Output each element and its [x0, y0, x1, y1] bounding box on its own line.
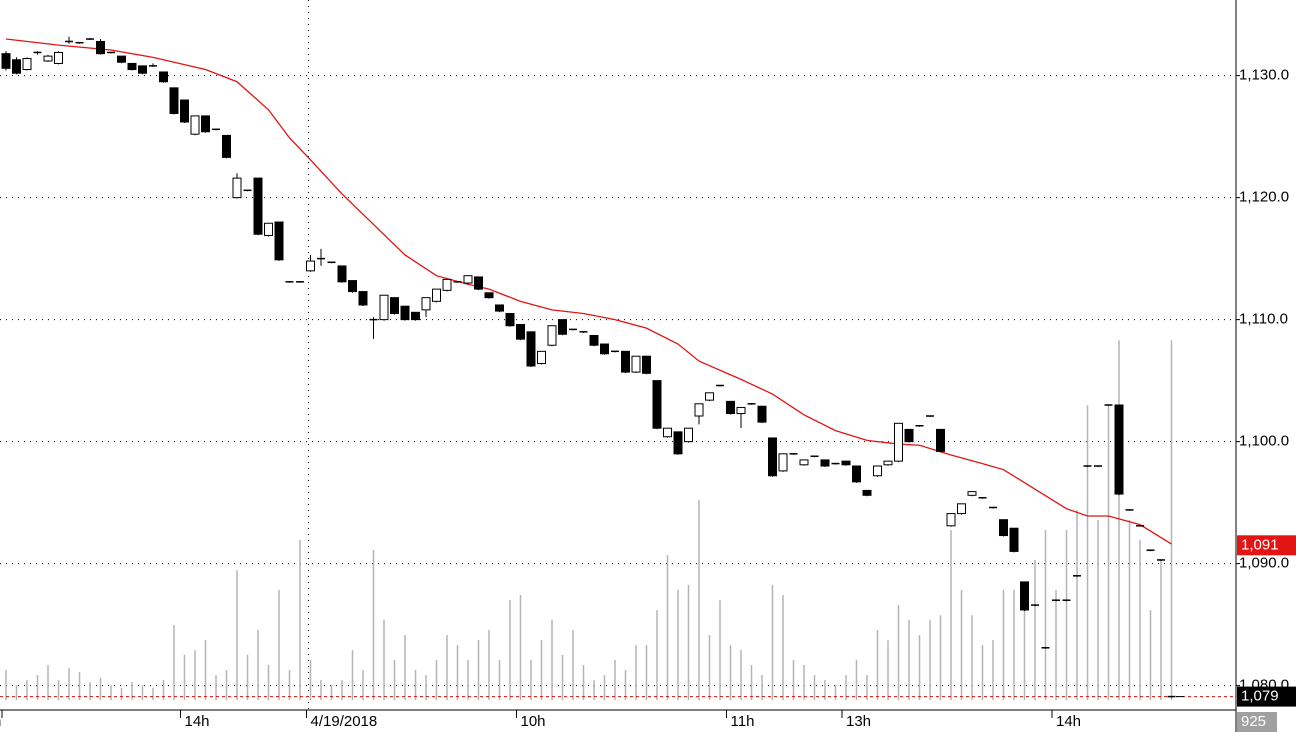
- candle-body: [96, 40, 105, 55]
- candle-body: [138, 65, 147, 74]
- candle-body: [390, 297, 399, 315]
- candle-body: [358, 291, 368, 306]
- candle-body: [904, 428, 914, 443]
- candle-body: [190, 115, 200, 135]
- candle-body: [946, 513, 956, 527]
- candle-body: [348, 280, 357, 293]
- candle-body: [43, 55, 53, 62]
- candle-body: [253, 177, 263, 235]
- candle-body: [400, 305, 410, 321]
- candle-body: [484, 292, 494, 299]
- volume-last-box: [1237, 712, 1277, 732]
- candle-body: [1020, 581, 1029, 611]
- candle-body: [684, 427, 693, 443]
- candle-body: [757, 405, 767, 423]
- candle-body: [589, 334, 599, 346]
- x-tick-label: 14h: [185, 713, 210, 730]
- candle-body: [526, 331, 536, 367]
- candle-body: [862, 489, 872, 496]
- ma-last-label: 1,091: [1241, 536, 1279, 553]
- candle-body: [274, 221, 284, 261]
- x-tick-label: 10h: [521, 713, 546, 730]
- candle-body: [432, 288, 441, 302]
- candle-body: [631, 355, 641, 373]
- candle-body: [222, 134, 231, 158]
- x-tick-label: 11h: [731, 713, 755, 730]
- candle-body: [180, 99, 189, 123]
- x-tick-label: 13h: [846, 713, 871, 730]
- candle-body: [421, 297, 431, 311]
- candle-body: [799, 459, 809, 466]
- volume-last-label: 925: [1241, 713, 1266, 730]
- candle-body: [411, 311, 420, 321]
- candle-body: [505, 313, 515, 327]
- candle-body: [547, 325, 557, 346]
- y-tick-label: 1,130.0: [1239, 67, 1289, 84]
- x-tick-label: 14h: [1056, 713, 1081, 730]
- candle-body: [852, 465, 861, 483]
- candle-body: [673, 431, 683, 455]
- y-tick-label: 1,120.0: [1239, 189, 1289, 206]
- candle-body: [337, 265, 347, 283]
- candle-body: [768, 437, 777, 477]
- candle-body: [694, 403, 704, 417]
- moving-average: [5, 38, 1172, 545]
- candle-body: [127, 62, 137, 71]
- candle-body: [22, 58, 32, 71]
- candle-body: [537, 350, 546, 365]
- candle-body: [264, 222, 273, 236]
- candle-body: [1, 53, 11, 69]
- candle-body: [705, 392, 714, 401]
- candle-body: [232, 177, 242, 199]
- candle-body: [967, 491, 977, 496]
- candle-body: [894, 422, 903, 462]
- candle-body: [883, 460, 893, 466]
- candle-body: [442, 278, 452, 291]
- candle-body: [169, 87, 179, 114]
- candle-body: [663, 427, 672, 438]
- candle-body: [117, 55, 126, 63]
- candle-body: [600, 343, 609, 355]
- x-tick-label: h: [0, 713, 1, 730]
- candle-body: [841, 460, 851, 466]
- candle-body: [1009, 527, 1019, 552]
- candle-body: [159, 71, 168, 83]
- candle-body: [379, 294, 389, 321]
- candle-body: [726, 400, 735, 415]
- candle-body: [652, 380, 662, 429]
- candle-body: [516, 324, 525, 340]
- candle-body: [999, 519, 1008, 537]
- candle-body: [474, 276, 483, 290]
- candle-body: [495, 304, 504, 312]
- candle-body: [873, 465, 882, 477]
- candle-body: [621, 350, 630, 373]
- candle-body: [957, 503, 966, 515]
- candle-body: [820, 459, 830, 467]
- y-tick-label: 1,110.0: [1239, 311, 1288, 328]
- candle-body: [736, 406, 746, 415]
- y-tick-label: 1,100.0: [1239, 433, 1289, 450]
- candle-body: [1114, 404, 1124, 495]
- candle-body: [936, 428, 945, 452]
- last-price-label: 1,079: [1241, 688, 1279, 705]
- candle-body: [306, 260, 315, 272]
- x-tick-label: 4/19/2018: [311, 713, 378, 730]
- candle-body: [201, 115, 210, 133]
- candle-body: [54, 51, 63, 64]
- ma-last-box: [1237, 535, 1296, 556]
- candle-body: [558, 319, 567, 335]
- candle-body: [463, 275, 473, 284]
- y-tick-label: 1,090.0: [1239, 555, 1289, 572]
- candle-body: [642, 355, 651, 374]
- candle-body: [778, 453, 788, 472]
- last-price-box: [1237, 686, 1296, 707]
- candle-body: [12, 59, 21, 74]
